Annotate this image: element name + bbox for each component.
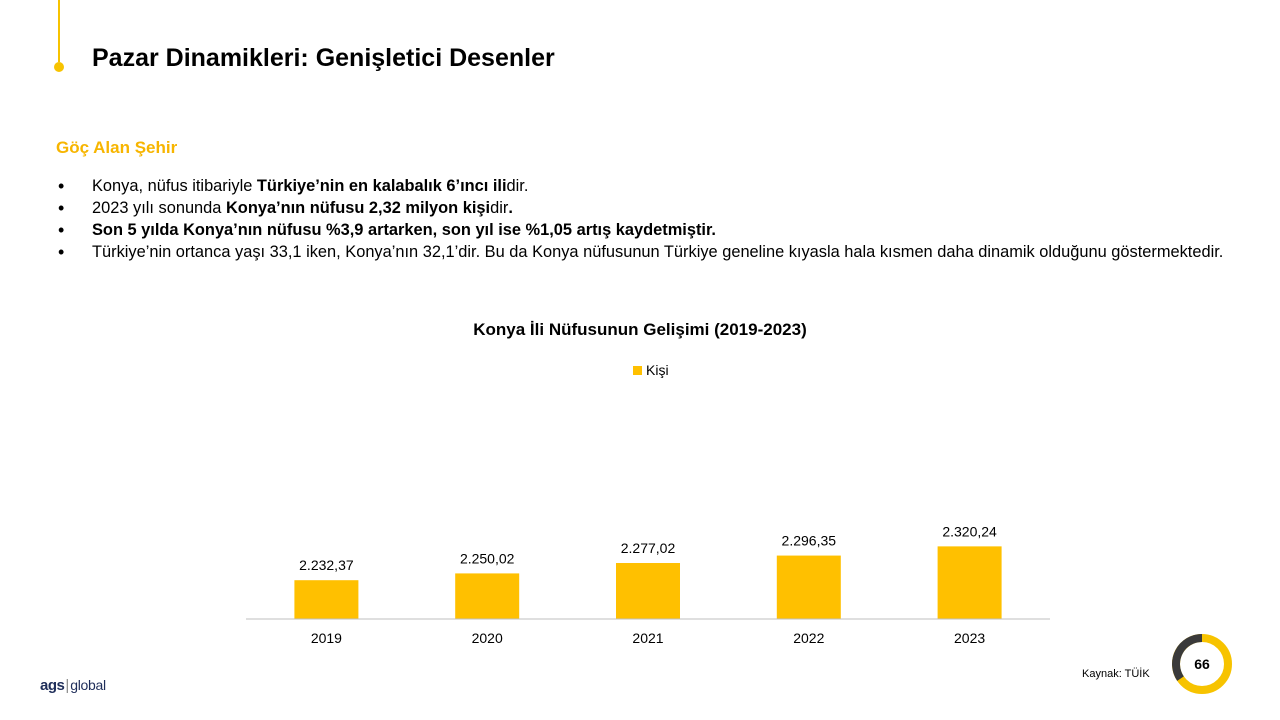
page-badge-ring <box>1172 634 1232 694</box>
ags-global-logo: ags|global <box>40 677 106 694</box>
bar <box>937 546 1002 619</box>
bullet-item: Türkiye’nin ortanca yaşı 33,1 iken, Kony… <box>56 241 1230 263</box>
bullet-text-run: Son 5 yılda Konya’nın nüfusu %3,9 artark… <box>92 221 716 239</box>
bullet-text-run: dir. <box>506 177 529 195</box>
bullet-text-run: Konya’nın nüfusu 2,32 milyon kişi <box>225 199 491 217</box>
accent-dot <box>54 62 64 72</box>
bullet-text-run: Konya, nüfus itibariyle <box>92 177 257 195</box>
bullet-item: Konya, nüfus itibariyle Türkiye’nin en k… <box>56 175 1230 197</box>
x-tick-label: 2019 <box>311 630 342 646</box>
bar <box>616 563 680 619</box>
chart-legend: Kişi <box>633 362 669 378</box>
bar <box>776 555 841 619</box>
data-label: 2.232,37 <box>299 557 354 573</box>
source-note: Kaynak: TÜİK <box>1082 668 1150 680</box>
bullet-text-run: Türkiye’nin ortanca yaşı 33,1 iken, Kony… <box>92 243 1224 261</box>
x-tick-label: 2022 <box>793 630 824 646</box>
x-tick-label: 2020 <box>472 630 503 646</box>
logo-separator: | <box>65 677 70 694</box>
legend-swatch <box>633 365 642 375</box>
logo-suffix: global <box>70 677 106 693</box>
x-tick-label: 2021 <box>632 630 663 646</box>
data-label: 2.296,35 <box>782 533 837 549</box>
page-number: 66 <box>1194 656 1210 672</box>
legend-label: Kişi <box>646 362 669 378</box>
section-heading: Göç Alan Şehir <box>56 138 178 157</box>
logo-brand: ags <box>40 677 65 694</box>
bullet-item: Son 5 yılda Konya’nın nüfusu %3,9 artark… <box>56 219 1230 241</box>
chart-title: Konya İli Nüfusunun Gelişimi (2019-2023) <box>473 320 807 339</box>
bullet-text-run: . <box>508 199 513 217</box>
accent-line <box>58 0 60 62</box>
bullet-text-run: 2023 yılı sonunda <box>92 199 226 217</box>
data-label: 2.250,02 <box>460 550 515 566</box>
slide-title: Pazar Dinamikleri: Genişletici Desenler <box>92 44 555 72</box>
data-label: 2.320,24 <box>942 523 997 539</box>
bullet-text-run: dir <box>490 199 509 217</box>
bar <box>455 573 520 619</box>
data-label: 2.277,02 <box>621 540 676 556</box>
bar <box>294 580 359 619</box>
bullet-item: 2023 yılı sonunda Konya’nın nüfusu 2,32 … <box>56 197 1230 219</box>
bullet-text-run: Türkiye’nin en kalabalık 6’ıncı ili <box>256 177 507 195</box>
x-tick-label: 2023 <box>954 630 985 646</box>
bullet-list: Konya, nüfus itibariyle Türkiye’nin en k… <box>56 175 1230 263</box>
